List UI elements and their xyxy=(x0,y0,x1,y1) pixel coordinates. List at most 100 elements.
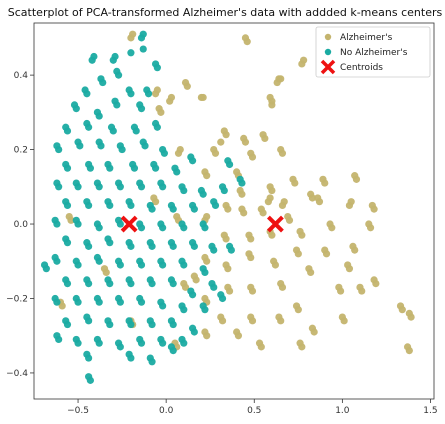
point-no-alzheimer-s xyxy=(116,343,124,351)
point-no-alzheimer-s xyxy=(95,339,103,347)
point-alzheimer-s xyxy=(167,93,176,102)
point-no-alzheimer-s xyxy=(53,257,61,265)
point-no-alzheimer-s xyxy=(159,261,167,269)
point-no-alzheimer-s xyxy=(148,279,156,288)
point-no-alzheimer-s xyxy=(139,30,147,38)
series-no-alzheimer-s xyxy=(40,30,246,384)
point-alzheimer-s xyxy=(407,313,415,321)
point-alzheimer-s xyxy=(58,302,66,310)
point-no-alzheimer-s xyxy=(201,224,209,232)
point-no-alzheimer-s xyxy=(180,339,188,347)
point-no-alzheimer-s xyxy=(85,279,93,288)
legend-marker-centroids xyxy=(320,59,336,75)
point-alzheimer-s xyxy=(257,343,265,351)
point-no-alzheimer-s xyxy=(55,335,63,344)
point-alzheimer-s xyxy=(243,38,251,46)
y-tick-label: 0.4 xyxy=(14,71,29,81)
point-no-alzheimer-s xyxy=(137,183,146,191)
y-tick-label: 0.2 xyxy=(14,146,28,156)
point-alzheimer-s xyxy=(151,198,160,206)
point-no-alzheimer-s xyxy=(169,320,177,329)
point-alzheimer-s xyxy=(192,276,200,284)
y-tick-label: −0.4 xyxy=(6,369,28,379)
point-no-alzheimer-s xyxy=(188,157,197,165)
point-no-alzheimer-s xyxy=(127,354,135,362)
point-no-alzheimer-s xyxy=(106,164,114,172)
point-no-alzheimer-s xyxy=(159,224,167,232)
point-alzheimer-s xyxy=(322,250,331,258)
point-no-alzheimer-s xyxy=(137,224,146,232)
chart-title: Scatterplot of PCA-transformed Alzheimer… xyxy=(8,6,443,19)
point-no-alzheimer-s xyxy=(151,164,160,172)
point-no-alzheimer-s xyxy=(139,45,147,53)
point-no-alzheimer-s xyxy=(227,246,235,254)
point-no-alzheimer-s xyxy=(116,220,124,228)
point-alzheimer-s xyxy=(238,190,246,198)
point-no-alzheimer-s xyxy=(137,105,146,113)
point-alzheimer-s xyxy=(328,224,336,232)
point-alzheimer-s xyxy=(277,75,285,83)
centroid-marker xyxy=(120,215,138,233)
x-tick-label: 0.5 xyxy=(247,406,261,416)
point-alzheimer-s xyxy=(203,172,211,180)
point-no-alzheimer-s xyxy=(114,71,123,79)
point-alzheimer-s xyxy=(203,257,211,265)
point-no-alzheimer-s xyxy=(210,246,218,254)
point-no-alzheimer-s xyxy=(63,279,72,288)
point-no-alzheimer-s xyxy=(116,183,124,191)
x-tick-label: −0.5 xyxy=(67,406,89,416)
point-alzheimer-s xyxy=(181,78,190,87)
point-alzheimer-s xyxy=(268,186,276,195)
point-no-alzheimer-s xyxy=(63,127,72,135)
point-alzheimer-s xyxy=(345,265,354,273)
point-alzheimer-s xyxy=(271,261,280,269)
point-no-alzheimer-s xyxy=(127,49,135,57)
x-tick-label: 1.0 xyxy=(335,406,350,416)
point-no-alzheimer-s xyxy=(74,298,82,306)
point-no-alzheimer-s xyxy=(106,320,114,329)
point-no-alzheimer-s xyxy=(106,279,114,288)
legend-label-centroids: Centroids xyxy=(340,63,383,73)
point-alzheimer-s xyxy=(129,30,137,38)
point-alzheimer-s xyxy=(351,246,359,254)
point-alzheimer-s xyxy=(278,283,287,291)
point-no-alzheimer-s xyxy=(63,164,72,172)
point-alzheimer-s xyxy=(291,179,299,187)
x-tick-label: 0.0 xyxy=(159,406,174,416)
point-no-alzheimer-s xyxy=(86,164,94,172)
point-alzheimer-s xyxy=(157,108,165,116)
legend-box xyxy=(315,26,431,78)
point-no-alzheimer-s xyxy=(127,320,135,329)
point-no-alzheimer-s xyxy=(86,376,94,384)
point-alzheimer-s xyxy=(222,131,230,139)
point-alzheimer-s xyxy=(298,231,306,239)
point-no-alzheimer-s xyxy=(201,268,209,277)
point-alzheimer-s xyxy=(247,253,255,262)
point-alzheimer-s xyxy=(217,138,225,146)
point-no-alzheimer-s xyxy=(53,220,61,228)
legend-marker-no-alzheimer-s xyxy=(324,48,332,56)
point-no-alzheimer-s xyxy=(116,261,124,269)
point-no-alzheimer-s xyxy=(74,261,82,269)
point-no-alzheimer-s xyxy=(137,339,146,347)
point-no-alzheimer-s xyxy=(95,224,103,232)
point-no-alzheimer-s xyxy=(97,142,105,150)
centroid-marker xyxy=(266,215,284,233)
point-no-alzheimer-s xyxy=(137,261,146,269)
point-no-alzheimer-s xyxy=(180,261,188,269)
point-alzheimer-s xyxy=(199,93,207,102)
point-no-alzheimer-s xyxy=(127,90,135,98)
point-no-alzheimer-s xyxy=(118,145,126,154)
point-no-alzheimer-s xyxy=(63,201,72,210)
point-no-alzheimer-s xyxy=(169,205,177,213)
point-alzheimer-s xyxy=(278,201,287,210)
point-no-alzheimer-s xyxy=(95,183,103,191)
point-no-alzheimer-s xyxy=(190,328,198,336)
point-no-alzheimer-s xyxy=(180,186,188,195)
point-alzheimer-s xyxy=(352,175,361,183)
point-alzheimer-s xyxy=(268,101,276,109)
y-axis: −0.4 −0.2 0.0 0.2 0.4 xyxy=(6,71,34,379)
point-no-alzheimer-s xyxy=(188,291,197,299)
point-no-alzheimer-s xyxy=(159,183,167,191)
x-axis: −0.5 0.0 0.5 1.0 1.5 xyxy=(67,399,438,416)
